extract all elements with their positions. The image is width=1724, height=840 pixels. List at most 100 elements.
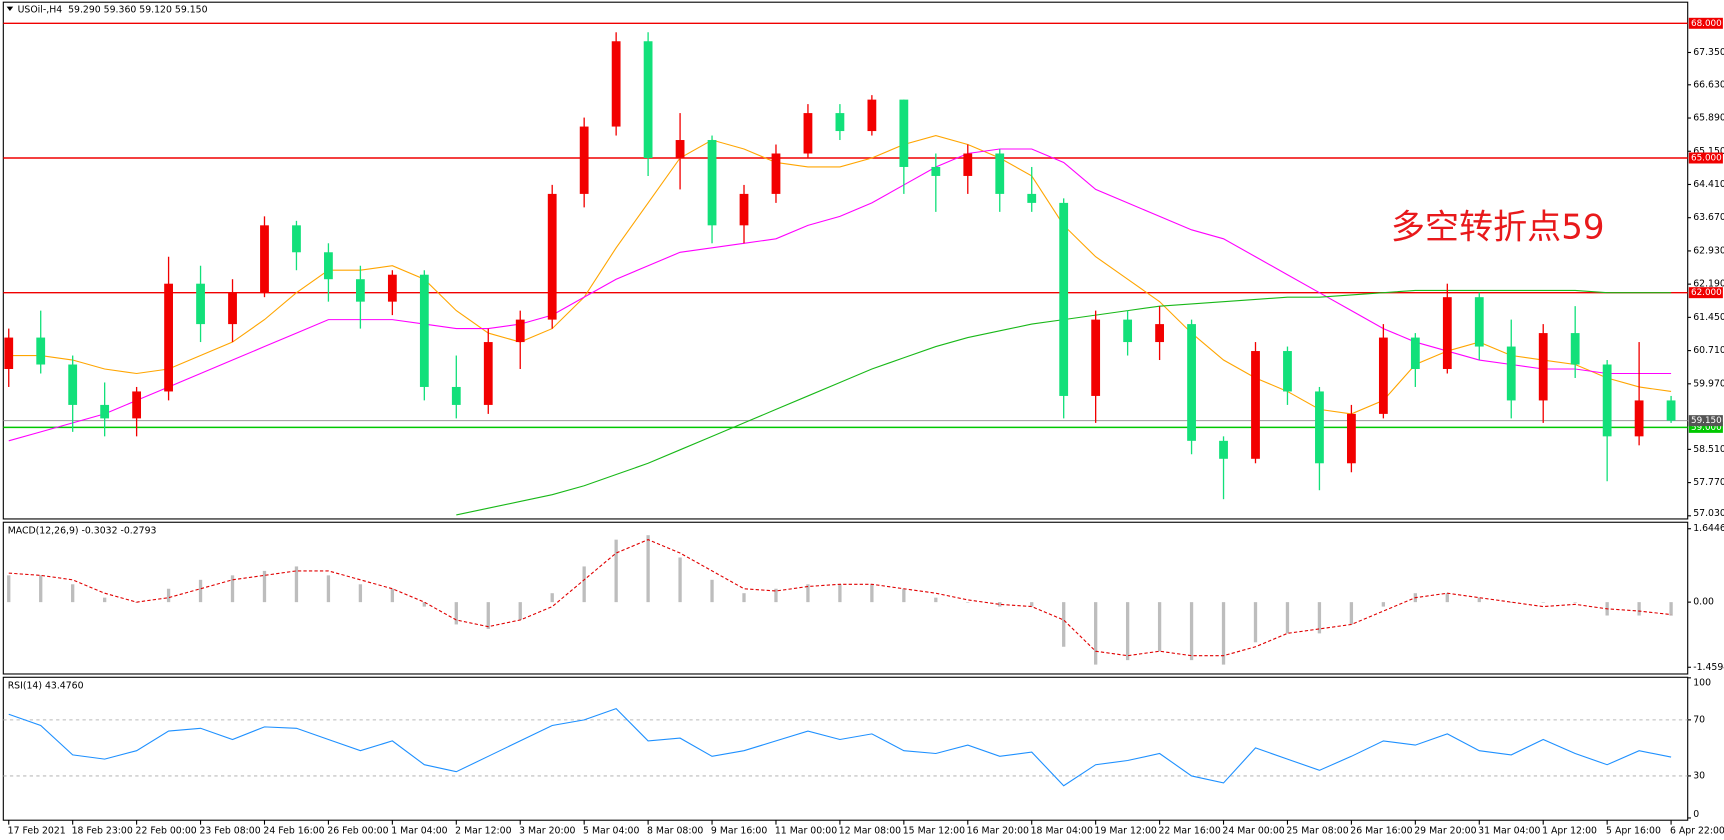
- x-tick-label: 22 Feb 00:00: [136, 826, 197, 837]
- x-tick-label: 9 Mar 16:00: [711, 826, 767, 837]
- y-tick-label: 0: [1693, 809, 1699, 820]
- candle-body: [835, 113, 845, 132]
- candle-body: [1155, 324, 1164, 343]
- x-tick-label: 31 Mar 04:00: [1478, 826, 1540, 837]
- candle-body: [228, 292, 237, 325]
- level-label-box: [1688, 287, 1723, 299]
- macd-bar: [870, 584, 874, 603]
- x-tick-label: 18 Feb 23:00: [72, 826, 133, 837]
- macd-bar: [614, 539, 618, 603]
- candle-body: [1602, 364, 1612, 437]
- macd-bar: [1509, 602, 1513, 603]
- candle-body: [1634, 400, 1644, 437]
- macd-bar: [1637, 602, 1641, 616]
- level-label: 59.000: [1691, 423, 1722, 433]
- candle-body: [1059, 202, 1069, 396]
- y-tick-label: 57.770: [1693, 477, 1724, 488]
- macd-bar: [1157, 602, 1162, 652]
- y-tick-label: 57.030: [1693, 508, 1724, 519]
- level-label-box: [1688, 152, 1723, 164]
- plot-layer: 67.350 66.630 65.890 65.150 64.410 63.670 62.9…: [3, 17, 1724, 837]
- candle-body: [739, 193, 749, 226]
- x-tick-label: 12 Mar 08:00: [839, 826, 901, 837]
- macd-bar: [422, 602, 426, 607]
- macd-bar: [7, 575, 11, 603]
- macd-bar: [326, 575, 331, 603]
- y-tick-label: 1.6446: [1693, 523, 1724, 534]
- macd-bar: [198, 579, 203, 603]
- macd-bar: [1445, 593, 1449, 603]
- last-price-box: [1688, 415, 1723, 427]
- macd-bar: [230, 575, 235, 603]
- y-tick-label: 62.190: [1693, 279, 1724, 290]
- candle-body: [36, 337, 46, 365]
- candle-body: [515, 319, 525, 343]
- macd-bar: [262, 570, 267, 603]
- candle-body: [196, 283, 205, 325]
- macd-bar: [390, 588, 395, 603]
- candle-body: [132, 391, 142, 419]
- macd-bar: [1669, 602, 1673, 616]
- macd-bar: [678, 557, 682, 603]
- candle-body: [4, 337, 14, 369]
- rsi-title: RSI(14) 43.4760: [8, 681, 84, 692]
- candle-body: [1506, 346, 1516, 401]
- y-tick-label: 58.510: [1693, 444, 1724, 455]
- candle-body: [1442, 297, 1452, 369]
- x-tick-label: 24 Mar 00:00: [1222, 826, 1284, 837]
- candle-body: [387, 274, 397, 302]
- candle-body: [931, 166, 941, 176]
- y-tick-label: 64.410: [1693, 179, 1724, 190]
- candle-body: [1283, 351, 1292, 392]
- candle-body: [1538, 333, 1548, 401]
- menu-arrow[interactable]: [6, 6, 14, 11]
- candle-body: [675, 140, 685, 158]
- x-tick-label: 8 Mar 08:00: [647, 826, 703, 837]
- y-tick-label: 60.710: [1693, 345, 1724, 356]
- y-tick-label: 63.670: [1693, 212, 1724, 223]
- candle-body: [1123, 319, 1133, 343]
- macd-bar: [582, 566, 586, 603]
- y-tick-label: 70: [1693, 714, 1705, 725]
- x-tick-label: 1 Mar 04:00: [391, 826, 447, 837]
- macd-bar: [1317, 602, 1322, 634]
- x-tick-label: 18 Mar 04:00: [1031, 826, 1093, 837]
- candle-body: [68, 364, 78, 405]
- x-tick-label: 19 Mar 12:00: [1095, 826, 1157, 837]
- candle-body: [1378, 337, 1388, 414]
- candle-body: [771, 153, 781, 194]
- macd-bar: [550, 593, 554, 603]
- candle-body: [100, 404, 110, 419]
- macd-bar: [646, 535, 650, 603]
- level-label: 68.000: [1691, 19, 1722, 29]
- macd-bar: [1062, 602, 1066, 647]
- macd-bar: [742, 593, 746, 603]
- y-tick-label: 59.970: [1693, 378, 1724, 389]
- macd-bar: [1030, 602, 1034, 607]
- macd-bar: [1189, 602, 1194, 661]
- candle-body: [611, 41, 621, 127]
- candle-body: [451, 386, 461, 405]
- macd-bar: [1349, 602, 1354, 625]
- candle-body: [1474, 297, 1484, 347]
- macd-bar: [294, 566, 299, 603]
- level-label: 65.000: [1691, 153, 1722, 163]
- symbol-header: USOil-,H4 59.290 59.360 59.120 59.150: [18, 4, 208, 15]
- x-tick-label: 29 Mar 20:00: [1414, 826, 1476, 837]
- x-tick-label: 11 Mar 00:00: [775, 826, 837, 837]
- macd-bar: [966, 602, 970, 603]
- macd-bar: [1477, 597, 1481, 603]
- macd-bar: [774, 588, 778, 603]
- candle-body: [963, 153, 973, 176]
- macd-bar: [358, 584, 363, 603]
- macd-bar: [1253, 602, 1258, 643]
- x-tick-label: 15 Mar 12:00: [903, 826, 965, 837]
- level-label-box: [1688, 421, 1723, 433]
- macd-bar: [518, 602, 522, 620]
- level-label-box: [1688, 17, 1723, 29]
- macd-bar: [71, 584, 75, 603]
- candle-body: [1410, 337, 1420, 369]
- macd-bar: [1541, 602, 1545, 603]
- macd-bar: [902, 588, 906, 603]
